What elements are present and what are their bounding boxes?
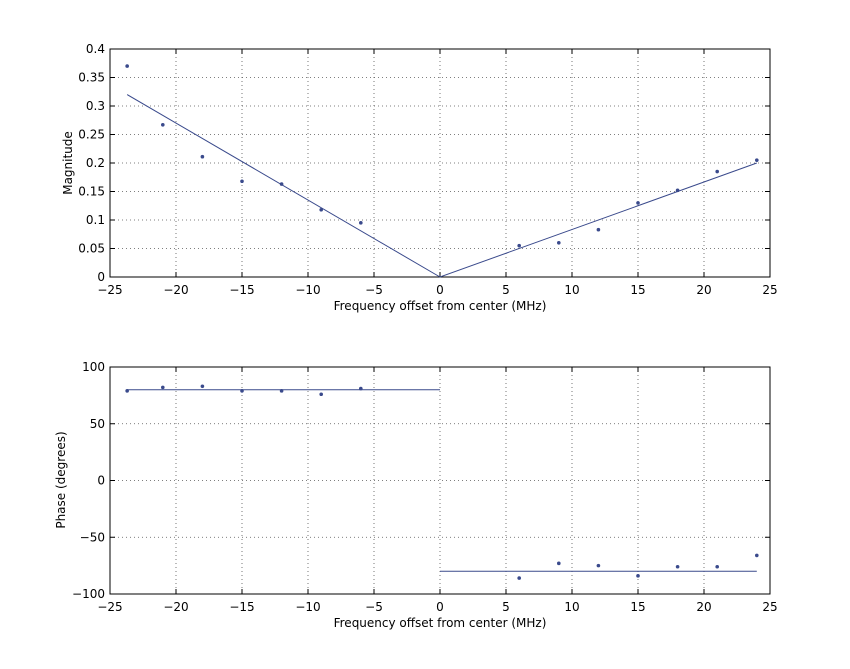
phase-y-tick-label: −50: [80, 530, 105, 544]
magnitude-fit-line: [126, 94, 757, 278]
phase-data-point: [675, 564, 680, 569]
magnitude-y-axis-label: Magnitude: [61, 131, 75, 195]
phase-x-tick-label: 15: [630, 600, 645, 614]
magnitude-x-tick-label: −25: [97, 283, 122, 297]
phase-x-tick-label: 0: [436, 600, 444, 614]
magnitude-data-point: [755, 158, 759, 162]
magnitude-data-point: [240, 179, 244, 184]
phase-x-tick-label: −5: [365, 600, 383, 614]
magnitude-y-tick-label: 0.05: [78, 242, 105, 256]
phase-data-point: [200, 384, 205, 389]
phase-x-tick-label: −20: [163, 600, 188, 614]
magnitude-x-tick-label: 5: [502, 283, 510, 297]
phase-x-tick-label: −10: [295, 600, 320, 614]
magnitude-x-axis-label: Frequency offset from center (MHz): [334, 299, 547, 313]
phase-data-point: [161, 385, 165, 390]
magnitude-data-point: [359, 221, 363, 225]
magnitude-data-point: [200, 154, 205, 159]
phase-y-tick-label: 0: [97, 474, 105, 488]
magnitude-x-tick-label: 10: [564, 283, 579, 297]
magnitude-y-tick-label: 0.35: [78, 71, 105, 85]
phase-x-axis-label: Frequency offset from center (MHz): [334, 616, 547, 630]
magnitude-data-point: [636, 201, 640, 205]
magnitude-y-tick-label: 0.15: [78, 185, 105, 199]
magnitude-y-tick-label: 0: [97, 270, 105, 284]
magnitude-data-point: [125, 64, 129, 68]
phase-axes-frame: [109, 366, 771, 595]
phase-data-point: [596, 563, 601, 568]
magnitude-y-tick-label: 0.2: [86, 156, 105, 170]
phase-x-tick-label: 5: [502, 600, 510, 614]
phase-data-point: [517, 576, 521, 580]
magnitude-x-tick-label: 15: [630, 283, 645, 297]
phase-y-tick-label: 50: [90, 417, 105, 431]
magnitude-data-point: [517, 243, 521, 248]
magnitude-axes-frame: [109, 48, 771, 278]
phase-data-point: [636, 574, 640, 578]
phase-data-point: [557, 561, 561, 566]
magnitude-x-tick-label: −15: [229, 283, 254, 297]
phase-x-tick-label: −15: [229, 600, 254, 614]
magnitude-data-point: [319, 207, 324, 212]
phase-y-tick-label: 100: [82, 360, 105, 374]
magnitude-x-tick-label: −5: [365, 283, 383, 297]
magnitude-data-point: [161, 123, 165, 127]
magnitude-plot: −25 −20 −15 −10 −5 0 5 10 15 20 25 0 0.05 0.1 0.15 0.2 0…: [78, 42, 777, 297]
magnitude-data-point: [557, 241, 561, 245]
magnitude-x-tick-label: −10: [295, 283, 320, 297]
magnitude-x-tick-label: 20: [696, 283, 711, 297]
magnitude-x-tick-label: −20: [163, 283, 188, 297]
phase-data-point: [755, 553, 759, 558]
phase-x-tick-label: 10: [564, 600, 579, 614]
magnitude-y-tick-label: 0.1: [86, 213, 105, 227]
magnitude-y-tick-label: 0.3: [86, 99, 105, 113]
phase-y-axis-label: Phase (degrees): [54, 431, 68, 528]
magnitude-x-tick-label: 0: [436, 283, 444, 297]
magnitude-x-tick-label: 25: [762, 283, 777, 297]
phase-data-point: [715, 564, 719, 569]
phase-data-point: [319, 392, 324, 397]
magnitude-data-point: [596, 227, 601, 232]
magnitude-data-point: [715, 169, 719, 174]
phase-x-tick-label: 20: [696, 600, 711, 614]
phase-x-tick-label: −25: [97, 600, 122, 614]
phase-y-tick-label: −100: [72, 587, 105, 601]
magnitude-y-tick-label: 0.25: [78, 128, 105, 142]
magnitude-y-tick-label: 0.4: [86, 42, 105, 56]
phase-x-tick-label: 25: [762, 600, 777, 614]
